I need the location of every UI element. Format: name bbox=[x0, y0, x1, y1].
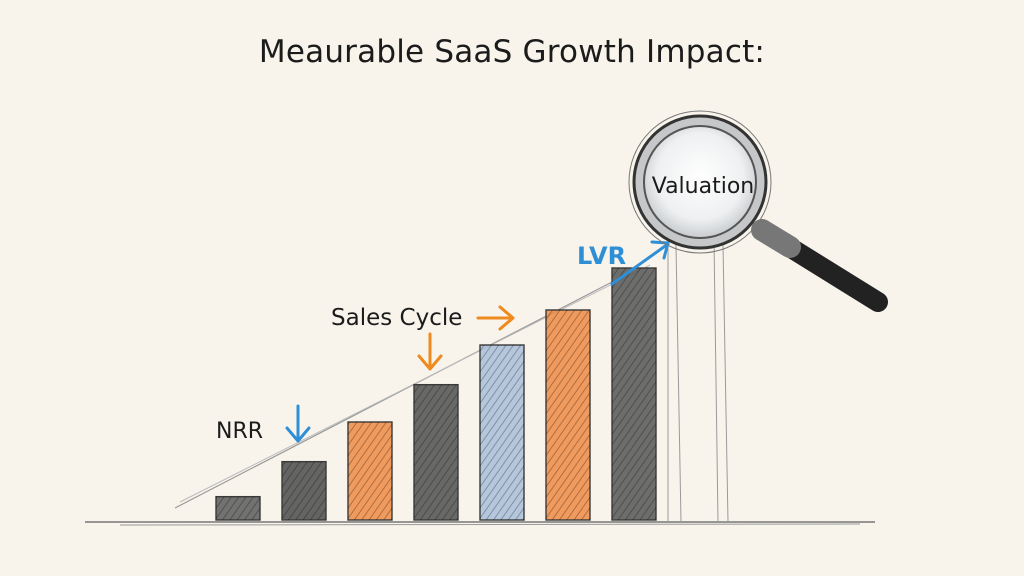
down-arrow-icon bbox=[417, 332, 443, 371]
bar bbox=[347, 421, 393, 521]
annotation-valuation-label: Valuation bbox=[652, 174, 755, 199]
bar-hatching bbox=[414, 384, 458, 520]
up-right-arrow-icon bbox=[610, 240, 670, 286]
bar-hatching bbox=[348, 422, 392, 520]
bar-hatching bbox=[612, 268, 656, 520]
bar bbox=[479, 344, 525, 521]
bar bbox=[611, 267, 657, 521]
page-title: Meaurable SaaS Growth Impact: bbox=[258, 34, 766, 70]
bar-hatching bbox=[216, 496, 260, 520]
bar bbox=[545, 309, 591, 521]
trend-line bbox=[174, 281, 613, 509]
trend-line-sketch bbox=[179, 264, 651, 503]
right-arrow-icon bbox=[476, 305, 515, 331]
bar-hatching bbox=[546, 310, 590, 520]
annotation-nrr-label: NRR bbox=[216, 419, 263, 444]
x-axis-baseline-sketch bbox=[119, 523, 861, 526]
magnifier-icon bbox=[628, 110, 888, 312]
bar-hatching bbox=[480, 345, 524, 520]
down-arrow-icon bbox=[285, 404, 311, 443]
magnifier-guides bbox=[667, 239, 729, 523]
bar bbox=[413, 383, 459, 521]
bar bbox=[215, 495, 261, 521]
annotation-lvr-label: LVR bbox=[577, 242, 626, 270]
annotation-sales-cycle-label: Sales Cycle bbox=[331, 305, 462, 331]
bar bbox=[281, 460, 327, 521]
bar-hatching bbox=[282, 461, 326, 520]
